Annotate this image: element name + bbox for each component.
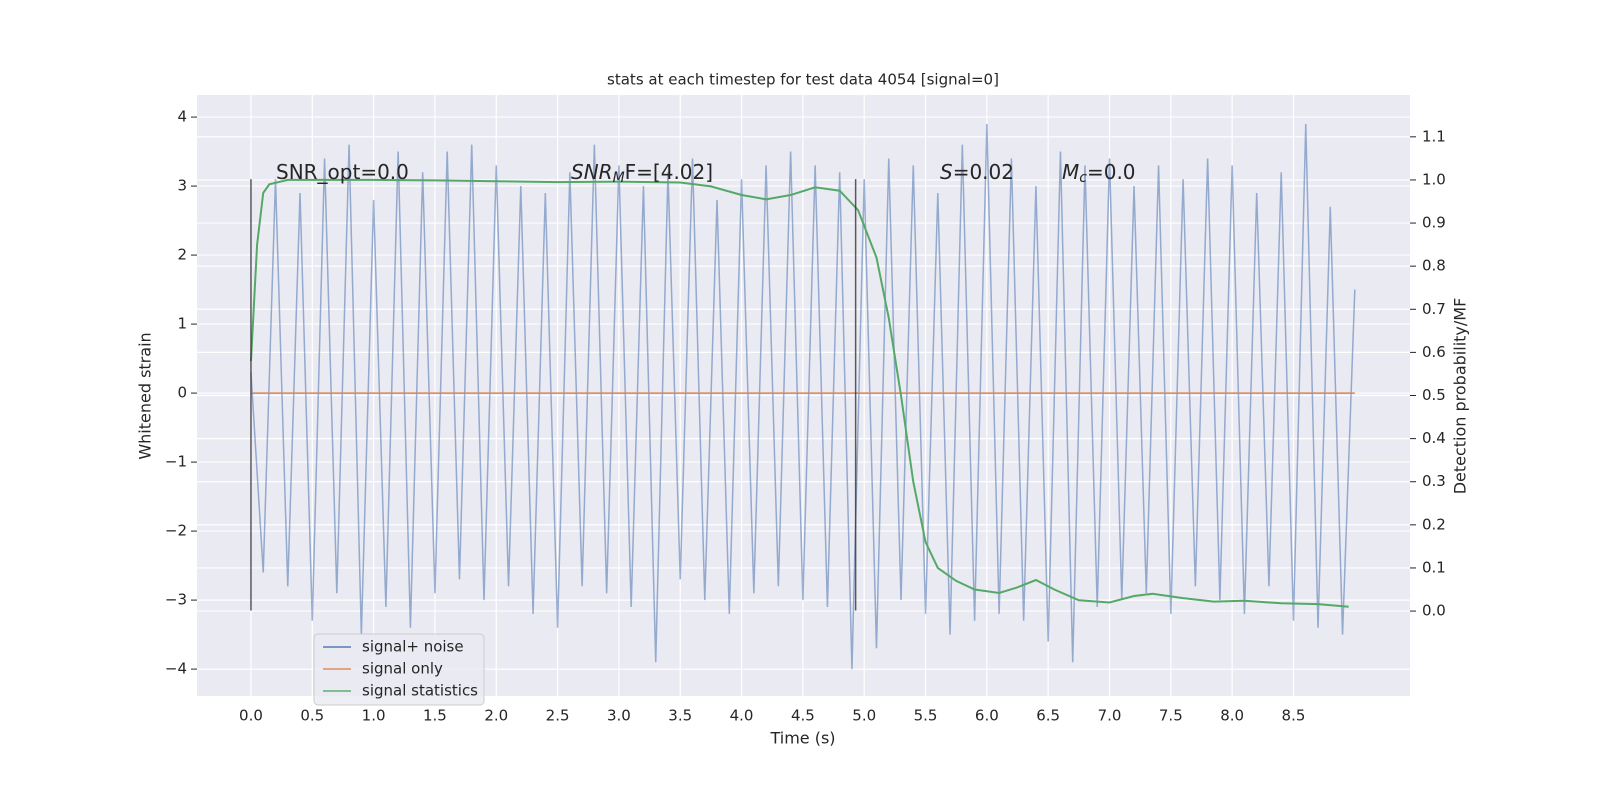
annotation: S=0.02 [940,160,1014,184]
annotation-subscript: c [1079,170,1087,186]
annotation-text: SNR_opt=0.0 [276,160,409,184]
x-tick-label: 4.5 [791,707,815,725]
legend-label: signal+ noise [362,638,464,656]
y-tick-label: 4 [177,108,187,126]
x-tick-label: 4.0 [730,707,754,725]
annotation-italic: M [1062,160,1079,184]
y-tick-label: −1 [165,453,187,471]
y-tick-label: 2 [177,246,187,264]
legend-label: signal only [362,660,443,678]
x-tick-label: 1.5 [423,707,447,725]
y2-tick-label: 0.6 [1422,343,1446,361]
y-tick-label: 3 [177,177,187,195]
y2-tick-label: 0.9 [1422,214,1446,232]
y-tick-label: −2 [165,522,187,540]
y2-tick-label: 0.3 [1422,472,1446,490]
x-tick-label: 0.0 [239,707,263,725]
x-tick-label: 7.5 [1159,707,1183,725]
x-tick-label: 2.5 [546,707,570,725]
y-axis-label: Whitened strain [136,332,155,459]
y2-tick-label: 0.5 [1422,386,1446,404]
annotation: Mc=0.0 [1062,160,1136,187]
x-tick-label: 8.5 [1282,707,1306,725]
annotation-italic: S [940,160,953,184]
annotation-text: =0.0 [1087,160,1136,184]
x-axis-label: Time (s) [769,729,835,748]
x-tick-label: 3.5 [668,707,692,725]
annotation: SNRMF=[4.02] [571,160,713,187]
y2-tick-label: 0.2 [1422,515,1446,533]
y2-tick-label: 0.1 [1422,558,1446,576]
x-tick-label: 8.0 [1220,707,1244,725]
x-tick-label: 1.0 [362,707,386,725]
y-tick-label: 0 [177,384,187,402]
y2-tick-label: 0.4 [1422,429,1446,447]
x-tick-label: 6.0 [975,707,999,725]
y2-tick-label: 1.1 [1422,127,1446,145]
x-tick-label: 6.5 [1036,707,1060,725]
y2-tick-label: 0.8 [1422,257,1446,275]
annotation: SNR_opt=0.0 [276,160,409,184]
y2-tick-label: 1.0 [1422,170,1446,188]
y-tick-label: −3 [165,591,187,609]
legend-box [313,633,485,706]
x-tick-label: 7.0 [1098,707,1122,725]
y2-tick-label: 0.7 [1422,300,1446,318]
x-tick-label: 2.0 [484,707,508,725]
y-tick-label: 1 [177,315,187,333]
series-line [249,178,1349,608]
annotation-text: F=[4.02] [625,160,713,184]
series-line [250,123,1356,670]
chart-title: stats at each timestep for test data 405… [607,71,999,89]
legend-label: signal statistics [362,682,478,700]
y2-axis-label: Detection probability/MF [1451,298,1470,495]
annotation-subscript: M [613,170,625,186]
annotation-italic: SNR [571,160,613,184]
annotation-text: =0.02 [953,160,1014,184]
y-tick-label: −4 [165,660,187,678]
x-tick-label: 5.5 [914,707,938,725]
y2-tick-label: 0.0 [1422,602,1446,620]
x-tick-label: 5.0 [852,707,876,725]
x-tick-label: 3.0 [607,707,631,725]
x-tick-label: 0.5 [300,707,324,725]
